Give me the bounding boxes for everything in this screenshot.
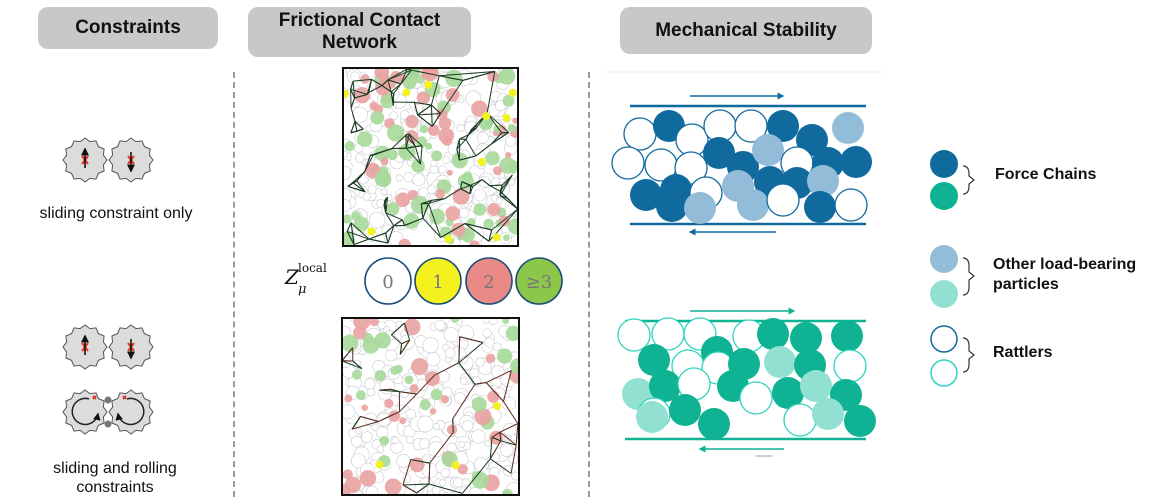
particle xyxy=(611,146,645,180)
legend-other-teal xyxy=(930,280,958,308)
caption-sliding-only: sliding constraint only xyxy=(0,204,232,223)
brace-force xyxy=(962,165,975,195)
z-circle-3 xyxy=(515,257,563,305)
particle xyxy=(656,190,688,222)
header-constraints-label: Constraints xyxy=(75,17,181,38)
z-subscript: μ xyxy=(298,282,306,297)
shear-cell-blue xyxy=(604,71,884,236)
rotation-arrow-icon xyxy=(71,397,101,426)
legend-force-blue xyxy=(930,150,958,178)
particle xyxy=(636,401,668,433)
legend-markers xyxy=(930,150,975,387)
particle xyxy=(832,112,864,144)
legend-label-rattlers: Rattlers xyxy=(993,343,1053,363)
gear-pair-rolling xyxy=(62,389,154,435)
divider-left xyxy=(233,72,235,497)
header-constraints: Constraints xyxy=(38,7,218,49)
particle xyxy=(684,192,716,224)
particle xyxy=(630,179,662,211)
network-image-bottom xyxy=(341,317,520,496)
particle xyxy=(767,110,799,142)
z-label-0: 0 xyxy=(382,272,393,293)
brace-rattlers xyxy=(962,337,975,373)
particle xyxy=(812,398,844,430)
legend-force-teal xyxy=(930,182,958,210)
particle xyxy=(752,134,784,166)
shear-cell-teal xyxy=(617,307,876,457)
particle xyxy=(804,191,836,223)
header-stability: Mechanical Stability xyxy=(620,7,872,54)
legend-label-other: Other load-bearing particles xyxy=(993,255,1158,295)
legend-other-blue xyxy=(930,245,958,273)
particle xyxy=(772,377,804,409)
particle xyxy=(766,183,800,217)
z-circle-0 xyxy=(364,257,412,305)
z-circle-1 xyxy=(414,257,462,305)
particle xyxy=(834,188,868,222)
z-symbol: Z xyxy=(284,265,300,289)
particle xyxy=(739,381,773,415)
legend-rattlers-text: Rattlers xyxy=(993,344,1053,361)
caption-sliding-rolling: sliding and rolling constraints xyxy=(30,459,200,497)
header-stability-label: Mechanical Stability xyxy=(655,19,837,41)
particle xyxy=(649,370,681,402)
gear-pair-sliding xyxy=(62,137,154,183)
z-circle-2 xyxy=(465,257,513,305)
particle xyxy=(831,320,863,352)
particle xyxy=(790,322,822,354)
particle xyxy=(669,394,701,426)
particle xyxy=(833,349,867,383)
brace-other xyxy=(962,257,975,296)
particle xyxy=(623,117,657,151)
particle xyxy=(737,189,769,221)
particle xyxy=(703,137,735,169)
z-label-1: 1 xyxy=(432,272,443,293)
particle xyxy=(638,344,670,376)
particle xyxy=(844,405,876,437)
particle xyxy=(840,146,872,178)
particle xyxy=(764,346,796,378)
header-network-label: Frictional Contact Network xyxy=(278,10,441,53)
network-image-top xyxy=(342,67,519,247)
z-label-2: 2 xyxy=(483,272,494,293)
divider-right xyxy=(588,72,590,497)
z-local-legend: Z local μ 0 1 2 ≥3 xyxy=(284,257,563,305)
legend-other-text: Other load-bearing particles xyxy=(993,256,1137,293)
particle xyxy=(807,165,839,197)
header-network: Frictional Contact Network xyxy=(248,7,471,57)
legend-label-force-chains: Force Chains xyxy=(995,165,1096,185)
legend-rattler-blue xyxy=(930,325,958,353)
gear-icon xyxy=(62,389,108,435)
particle xyxy=(698,408,730,440)
legend-rattler-teal xyxy=(930,359,958,387)
particle xyxy=(757,318,789,350)
gear-pair-sliding-2 xyxy=(62,324,154,370)
z-label-3: ≥3 xyxy=(526,272,553,293)
particle xyxy=(617,318,651,352)
legend-force-chains-text: Force Chains xyxy=(995,166,1097,183)
caption-sliding-rolling-text: sliding and rolling constraints xyxy=(53,460,177,496)
caption-sliding-only-text: sliding constraint only xyxy=(39,205,193,222)
particle xyxy=(800,370,832,402)
rotation-arrow-icon xyxy=(115,397,145,426)
particle xyxy=(783,403,817,437)
z-superscript: local xyxy=(298,261,327,275)
gear-icon xyxy=(108,389,154,435)
